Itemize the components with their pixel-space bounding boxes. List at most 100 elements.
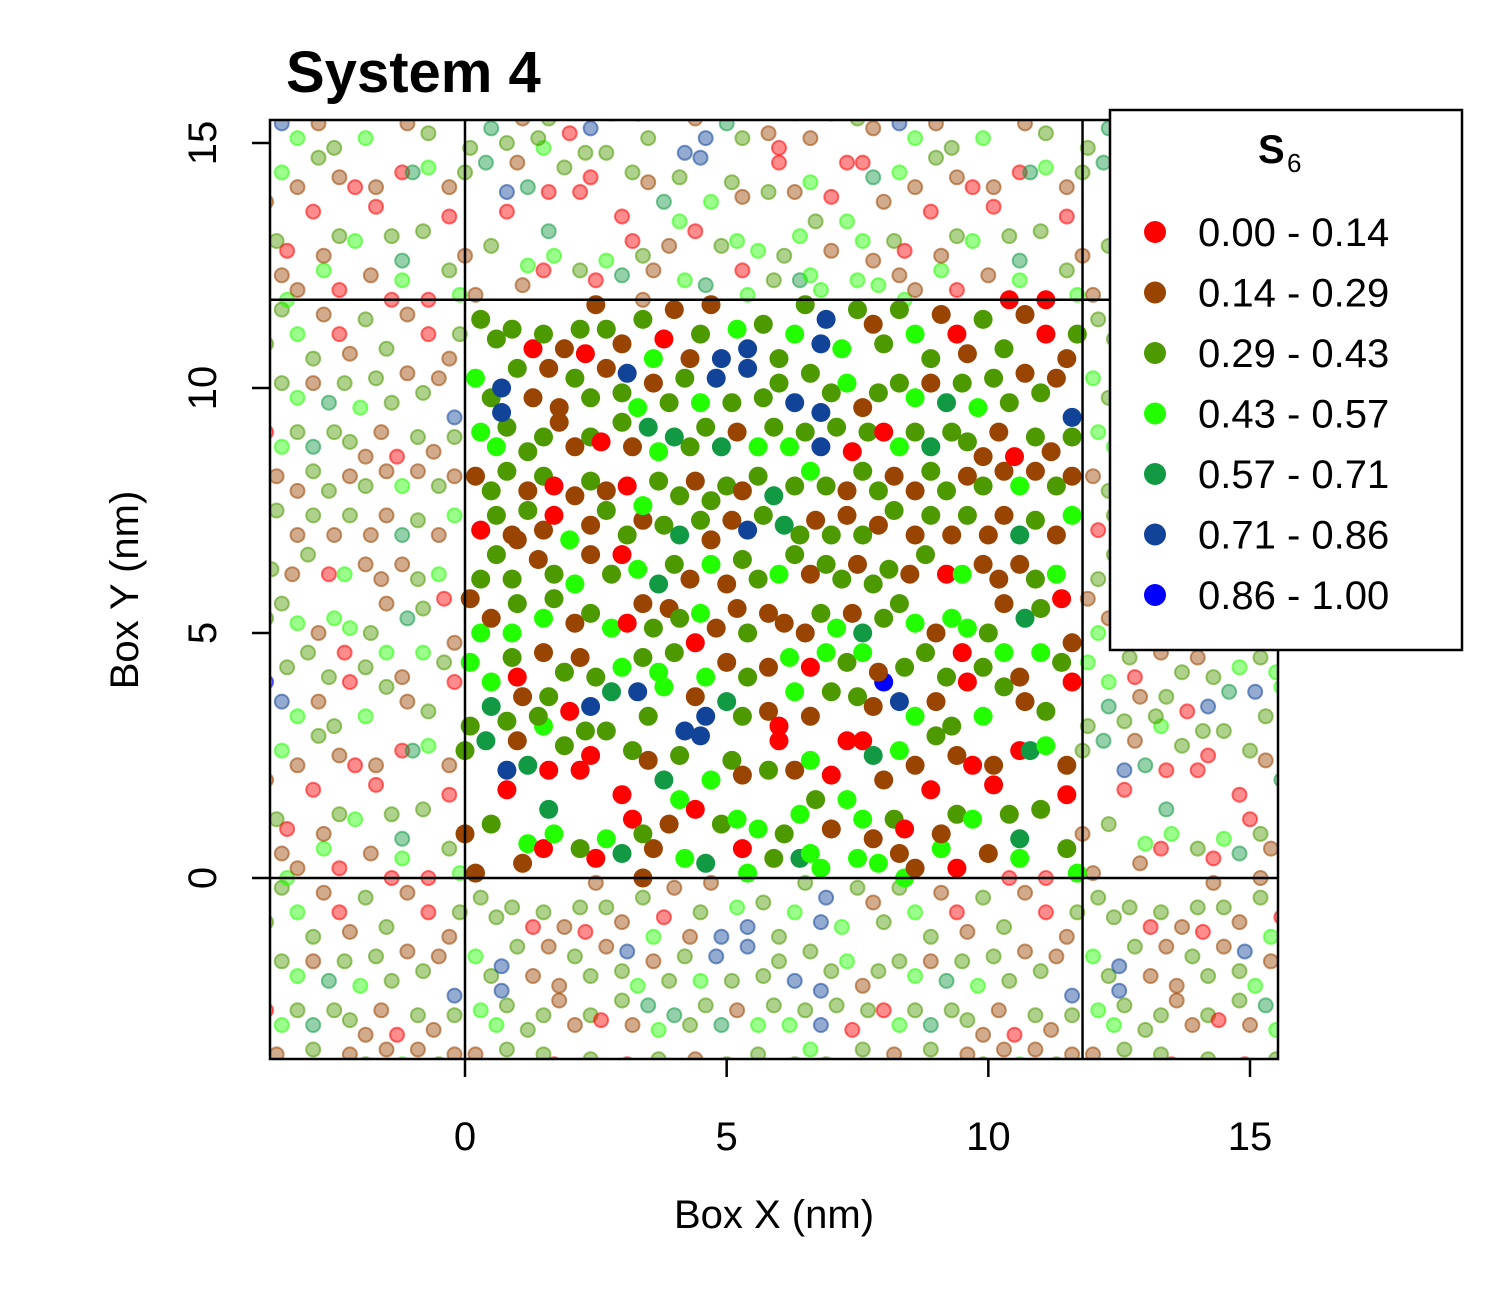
- data-point: [800, 750, 820, 770]
- image-point: [687, 120, 704, 127]
- data-point: [832, 569, 852, 589]
- data-point: [821, 525, 841, 545]
- image-point: [273, 375, 290, 392]
- data-point: [701, 770, 721, 790]
- data-point: [863, 697, 883, 716]
- data-point: [717, 574, 737, 594]
- central-box-points: [455, 290, 1087, 888]
- data-point: [764, 848, 784, 868]
- image-point: [420, 326, 437, 343]
- image-point: [645, 953, 662, 970]
- image-point: [812, 1017, 829, 1033]
- data-point: [1062, 505, 1082, 525]
- image-point: [1085, 370, 1101, 387]
- image-point: [389, 1026, 405, 1043]
- image-point: [1064, 1046, 1081, 1059]
- data-point: [811, 858, 831, 878]
- image-point: [540, 223, 557, 240]
- image-point: [1058, 928, 1075, 945]
- data-point: [905, 706, 925, 726]
- image-point: [1100, 968, 1117, 984]
- legend-box: [1108, 108, 1464, 652]
- image-point: [305, 375, 322, 392]
- data-point: [753, 505, 773, 525]
- data-point: [565, 486, 585, 506]
- image-point: [729, 233, 746, 249]
- data-point: [492, 378, 512, 398]
- data-point: [1025, 461, 1045, 481]
- image-point: [1085, 286, 1101, 303]
- data-point: [905, 858, 925, 878]
- image-point: [357, 556, 374, 573]
- image-point: [713, 237, 730, 254]
- legend-label: 0.29 - 0.43: [1198, 332, 1389, 376]
- image-point: [797, 1002, 814, 1019]
- image-point: [415, 801, 432, 818]
- image-point: [493, 958, 510, 975]
- image-point: [1069, 286, 1086, 303]
- image-point: [959, 1046, 976, 1059]
- data-point: [827, 417, 847, 437]
- image-point: [305, 507, 322, 524]
- image-point: [922, 928, 939, 945]
- image-point: [1252, 825, 1269, 842]
- image-point: [1189, 899, 1206, 916]
- data-point: [821, 383, 841, 403]
- data-point: [628, 398, 648, 418]
- image-point: [964, 233, 981, 249]
- data-point: [973, 309, 993, 329]
- data-point: [821, 682, 841, 702]
- data-point: [842, 603, 862, 623]
- data-point: [539, 358, 559, 378]
- data-point: [790, 525, 810, 545]
- data-point: [921, 349, 941, 369]
- image-point: [771, 953, 787, 970]
- image-point: [409, 429, 426, 445]
- image-point: [1205, 850, 1222, 867]
- image-point: [582, 968, 599, 984]
- image-point: [472, 889, 489, 906]
- data-point: [984, 775, 1004, 795]
- data-point: [612, 844, 632, 863]
- image-point: [498, 997, 515, 1014]
- data-point: [502, 569, 522, 589]
- data-point: [722, 750, 742, 770]
- data-point: [633, 510, 653, 530]
- image-point: [284, 566, 301, 583]
- data-point: [1015, 692, 1035, 712]
- data-point: [785, 682, 805, 702]
- data-point: [628, 559, 648, 579]
- data-point: [748, 437, 768, 457]
- data-point: [581, 603, 601, 623]
- image-point: [1105, 909, 1122, 926]
- image-point: [394, 556, 411, 573]
- image-point: [1194, 723, 1211, 739]
- image-point: [289, 968, 306, 984]
- legend-marker: [1144, 584, 1166, 606]
- data-point: [633, 648, 653, 667]
- image-point: [985, 198, 1002, 215]
- image-point: [969, 977, 986, 994]
- image-point: [509, 938, 526, 955]
- image-point: [1064, 987, 1081, 1004]
- image-point: [671, 213, 688, 230]
- image-point: [315, 306, 332, 323]
- image-point: [1168, 977, 1185, 994]
- data-point: [994, 677, 1014, 697]
- image-point: [928, 120, 944, 132]
- image-point: [928, 149, 944, 166]
- image-point: [948, 169, 965, 186]
- data-point: [481, 697, 501, 716]
- legend-title: S: [1258, 128, 1285, 172]
- image-point: [739, 919, 756, 935]
- image-point: [886, 233, 903, 249]
- image-point: [632, 120, 643, 122]
- data-point: [895, 657, 915, 677]
- image-point: [1121, 899, 1138, 916]
- image-point: [735, 1062, 749, 1076]
- data-point: [659, 814, 679, 834]
- image-point: [572, 899, 589, 916]
- data-point: [774, 824, 794, 844]
- data-point: [539, 687, 559, 707]
- image-point: [938, 972, 955, 989]
